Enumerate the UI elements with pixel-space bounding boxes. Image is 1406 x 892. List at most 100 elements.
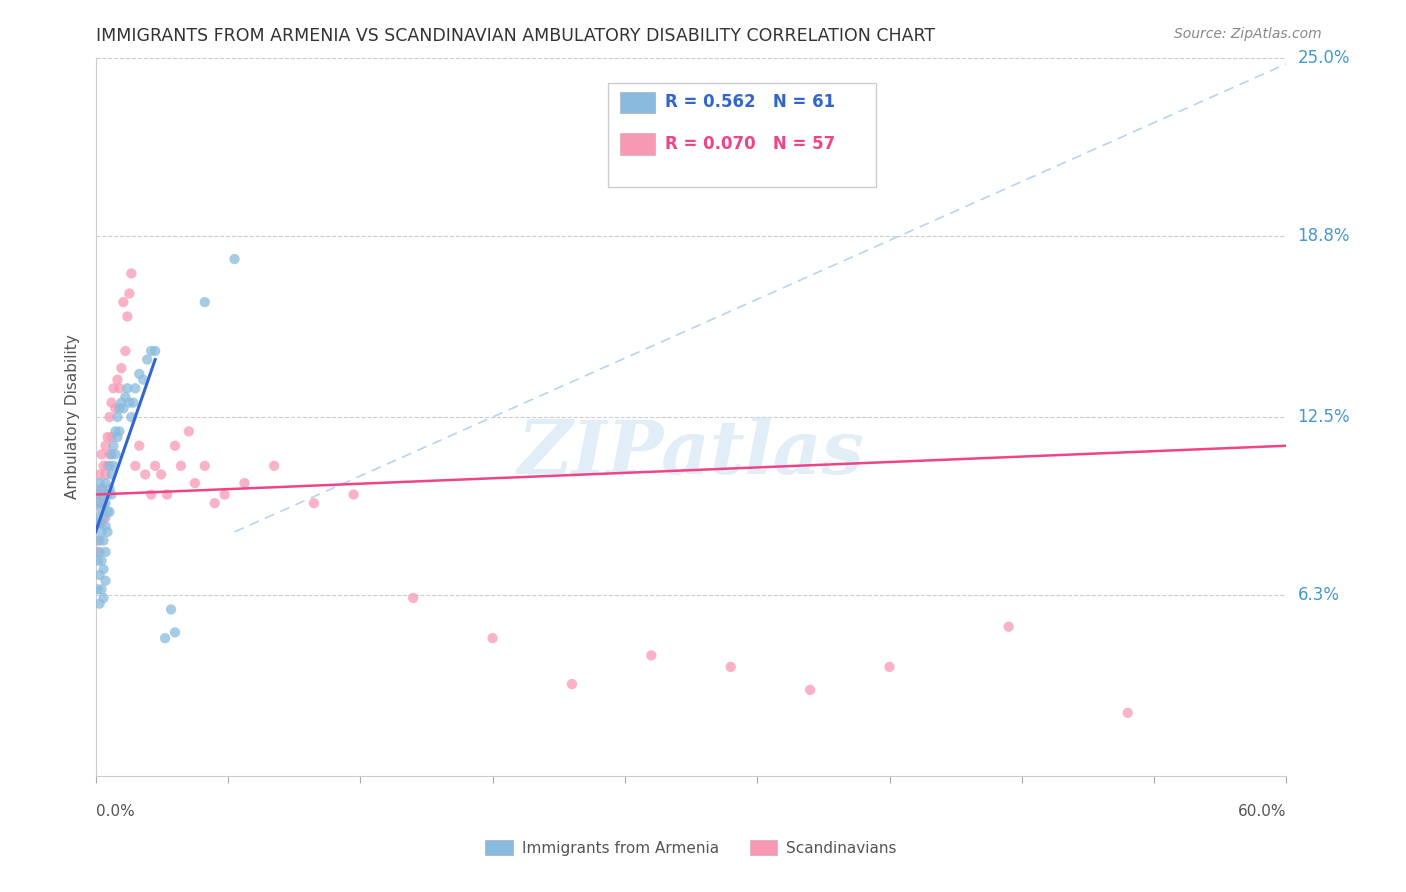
Point [177, 425, 200, 439]
Point [98, 458, 121, 473]
Point [124, 458, 146, 473]
Point [136, 352, 159, 367]
Point [117, 381, 139, 395]
Point [153, 631, 176, 645]
Point [104, 401, 127, 416]
Point [86, 533, 108, 548]
Point [86, 487, 108, 501]
Point [108, 425, 131, 439]
Text: 6.3%: 6.3% [1298, 586, 1340, 604]
Point [90, 502, 112, 516]
Point [141, 487, 163, 501]
Point [94, 476, 117, 491]
Point [118, 395, 141, 409]
Point [160, 602, 183, 616]
Point [90, 516, 112, 531]
Point [214, 487, 236, 501]
Point [132, 373, 155, 387]
Point [93, 591, 115, 605]
Point [89, 533, 111, 548]
Point [134, 467, 156, 482]
Point [100, 487, 122, 501]
Point [163, 625, 186, 640]
Point [107, 430, 129, 444]
Point [720, 660, 742, 674]
Point [143, 343, 166, 358]
Point [90, 524, 112, 539]
Point [114, 390, 136, 404]
Point [120, 410, 142, 425]
Point [86, 582, 108, 597]
Point [640, 648, 662, 663]
Point [94, 545, 117, 559]
Text: ZIPatlas: ZIPatlas [517, 417, 865, 489]
Point [402, 591, 425, 605]
Point [107, 410, 129, 425]
Point [141, 343, 163, 358]
Point [997, 620, 1019, 634]
Point [96, 458, 118, 473]
Point [104, 447, 127, 461]
FancyBboxPatch shape [607, 83, 876, 187]
Point [107, 373, 129, 387]
Point [128, 367, 150, 381]
Point [86, 516, 108, 531]
Point [561, 677, 583, 691]
Point [100, 447, 122, 461]
Text: Source: ZipAtlas.com: Source: ZipAtlas.com [1174, 27, 1322, 41]
Text: R = 0.070   N = 57: R = 0.070 N = 57 [665, 136, 835, 153]
Point [94, 510, 117, 524]
Point [302, 496, 325, 510]
Point [96, 524, 118, 539]
Point [93, 510, 115, 524]
Point [163, 439, 186, 453]
Point [93, 458, 115, 473]
Point [103, 458, 125, 473]
Point [90, 482, 112, 496]
Point [100, 467, 122, 482]
Point [90, 482, 112, 496]
Point [481, 631, 503, 645]
Point [86, 553, 108, 567]
Point [124, 381, 146, 395]
Point [343, 487, 366, 501]
Point [96, 487, 118, 501]
Point [94, 574, 117, 588]
Point [89, 568, 111, 582]
Point [89, 545, 111, 559]
Point [110, 361, 132, 376]
FancyBboxPatch shape [620, 92, 655, 113]
Point [233, 476, 256, 491]
Point [112, 295, 135, 310]
Point [98, 410, 121, 425]
FancyBboxPatch shape [620, 134, 655, 155]
Point [194, 458, 217, 473]
Text: 0.0%: 0.0% [96, 805, 135, 819]
Point [263, 458, 285, 473]
Point [120, 266, 142, 280]
Point [93, 496, 115, 510]
Point [204, 496, 226, 510]
Point [96, 505, 118, 519]
Point [89, 597, 111, 611]
Point [94, 519, 117, 533]
Text: 60.0%: 60.0% [1239, 805, 1286, 819]
Point [86, 487, 108, 501]
Y-axis label: Ambulatory Disability: Ambulatory Disability [65, 334, 80, 500]
Point [89, 496, 111, 510]
Text: 18.8%: 18.8% [1298, 227, 1350, 245]
Legend: Immigrants from Armenia, Scandinavians: Immigrants from Armenia, Scandinavians [479, 833, 903, 862]
Point [156, 487, 179, 501]
Point [117, 310, 139, 324]
Point [122, 395, 145, 409]
Point [89, 467, 111, 482]
Point [184, 476, 207, 491]
Point [118, 286, 141, 301]
Point [1116, 706, 1139, 720]
Point [103, 381, 125, 395]
Point [100, 395, 122, 409]
Point [93, 487, 115, 501]
Point [108, 401, 131, 416]
Point [170, 458, 193, 473]
Point [89, 496, 111, 510]
